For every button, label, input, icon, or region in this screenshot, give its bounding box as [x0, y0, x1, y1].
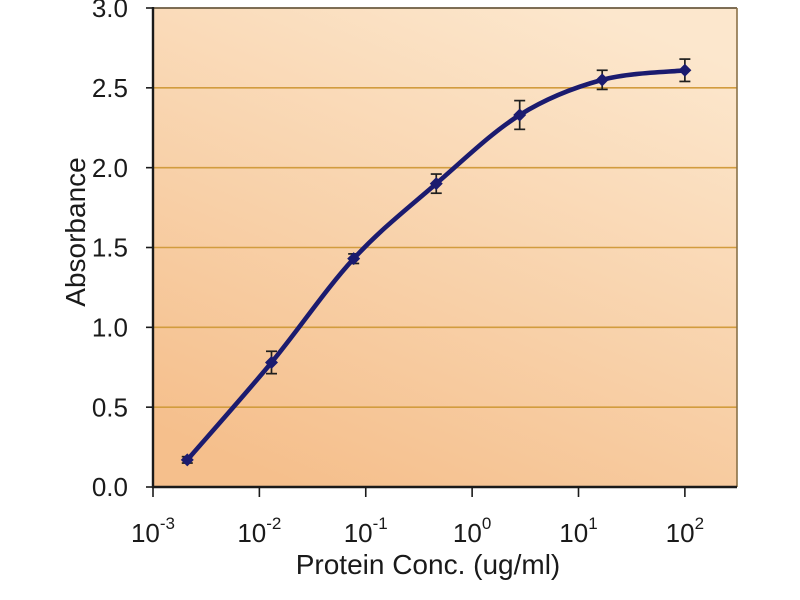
- data-point-marker: [678, 63, 692, 77]
- y-tick-label: 0.5: [92, 392, 128, 422]
- y-tick-label: 2.0: [92, 153, 128, 183]
- data-point-marker: [595, 73, 609, 87]
- y-tick-label: 3.0: [92, 0, 128, 23]
- x-tick-label: 10-1: [344, 514, 388, 548]
- y-axis-title: Absorbance: [60, 157, 91, 306]
- data-point-marker: [264, 355, 278, 369]
- x-tick-label: 10-3: [131, 514, 175, 548]
- data-point-marker: [180, 453, 194, 467]
- x-tick-label: 102: [666, 514, 704, 548]
- data-point-marker: [513, 108, 527, 122]
- y-tick-label: 1.5: [92, 233, 128, 263]
- x-axis-title: Protein Conc. (ug/ml): [296, 549, 561, 580]
- x-tick-label: 100: [453, 514, 491, 548]
- x-tick-label: 101: [559, 514, 597, 548]
- data-point-marker: [347, 252, 361, 266]
- plot-render-root: 0.0 0.5 1.0 1.5 2.0 2.5 3.0 10-3 10-2 10-1 100 101 1…: [92, 0, 738, 548]
- x-tick-label: 10-2: [237, 514, 281, 548]
- y-tick-label: 2.5: [92, 73, 128, 103]
- y-tick-label: 1.0: [92, 312, 128, 342]
- data-point-marker: [429, 177, 443, 191]
- y-tick-label: 0.0: [92, 472, 128, 502]
